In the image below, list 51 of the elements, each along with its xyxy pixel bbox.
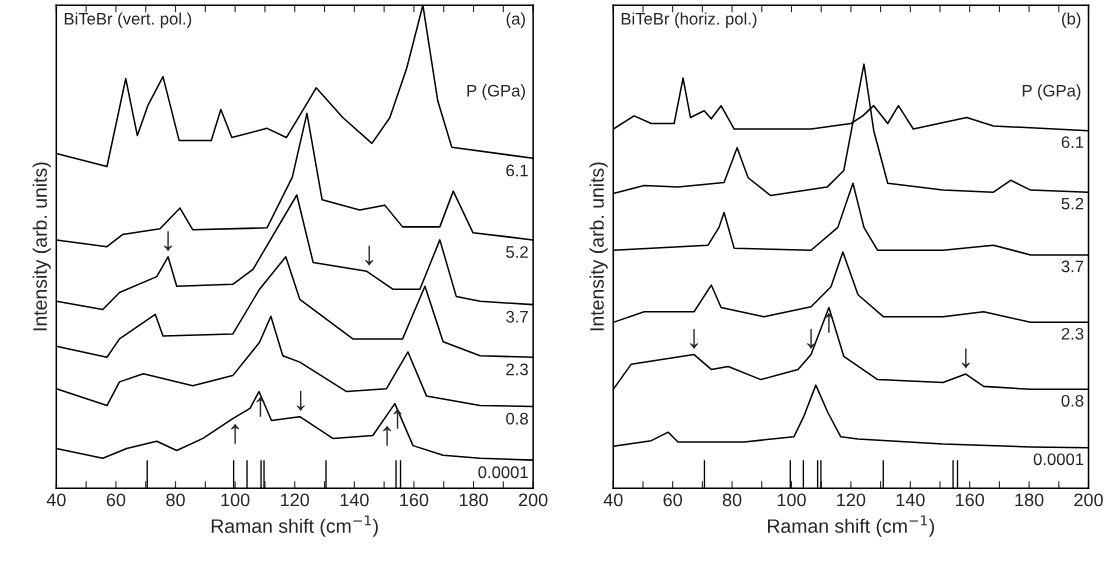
x-tick-label: 120	[281, 493, 310, 507]
y-axis-title: Intensity (arb. units)	[589, 162, 608, 331]
series-label: 2.3	[1061, 327, 1084, 340]
annotation: ↓	[961, 348, 970, 369]
x-tick-label: 160	[400, 493, 429, 507]
annotation: ↓	[365, 245, 374, 266]
series-label: 6.1	[506, 164, 528, 177]
x-tick-label: 60	[106, 493, 126, 507]
series-label: 0.0001	[478, 466, 528, 479]
annotation: ↑	[825, 312, 833, 333]
annotation: ↓	[296, 391, 305, 411]
series-label: 3.7	[506, 310, 528, 323]
annotation: BiTeBr (vert. pol.)	[64, 12, 192, 28]
series-label: 6.1	[1061, 136, 1084, 149]
x-tick-label: 120	[837, 493, 866, 507]
x-tick-label: 80	[166, 493, 185, 507]
x-tick-label: 40	[603, 493, 623, 507]
series-label: 0.0001	[1033, 453, 1084, 466]
x-tick-label: 140	[896, 493, 925, 507]
x-tick-label: 100	[221, 493, 250, 507]
series-label: 3.7	[1061, 260, 1084, 273]
x-tick-label: 100	[777, 493, 806, 507]
series-label: 5.2	[1061, 197, 1084, 210]
annotation: ↑	[383, 425, 392, 446]
x-tick-label: 140	[340, 493, 369, 507]
x-tick-label: 80	[722, 493, 742, 507]
legend-title: P (GPa)	[1022, 84, 1081, 100]
series-label: 5.2	[506, 246, 528, 258]
x-tick-label: 40	[46, 493, 66, 507]
text: BiTeBr (horiz. pol.)	[621, 12, 757, 28]
annotation: ↓	[690, 328, 698, 349]
legend-title: P (GPa)	[467, 84, 525, 100]
series-label: 2.3	[506, 363, 528, 376]
annotation: (a)	[506, 12, 525, 28]
x-tick-label: 60	[663, 493, 683, 507]
x-axis-title: Raman shift (cm$^{−1}$)	[768, 515, 934, 537]
annotation: ↑	[393, 409, 402, 429]
x-tick-label: 180	[1015, 493, 1044, 507]
text: (b)	[1062, 12, 1081, 28]
series-label: 0.8	[506, 412, 528, 425]
series-label: 0.8	[1061, 394, 1084, 407]
annotation: ↑	[231, 424, 240, 444]
annotation: ↓	[164, 231, 172, 251]
x-axis-title: Raman shift (cm$^{−1}$)	[211, 515, 378, 537]
x-tick-label: 200	[518, 493, 548, 507]
y-axis-title: Intensity (arb. units)	[32, 162, 51, 331]
x-tick-label: 180	[459, 493, 488, 507]
x-tick-label: 200	[1074, 493, 1103, 507]
annotation: ↑	[256, 396, 265, 417]
x-tick-label: 160	[956, 493, 985, 507]
annotation: ↓	[807, 328, 815, 349]
